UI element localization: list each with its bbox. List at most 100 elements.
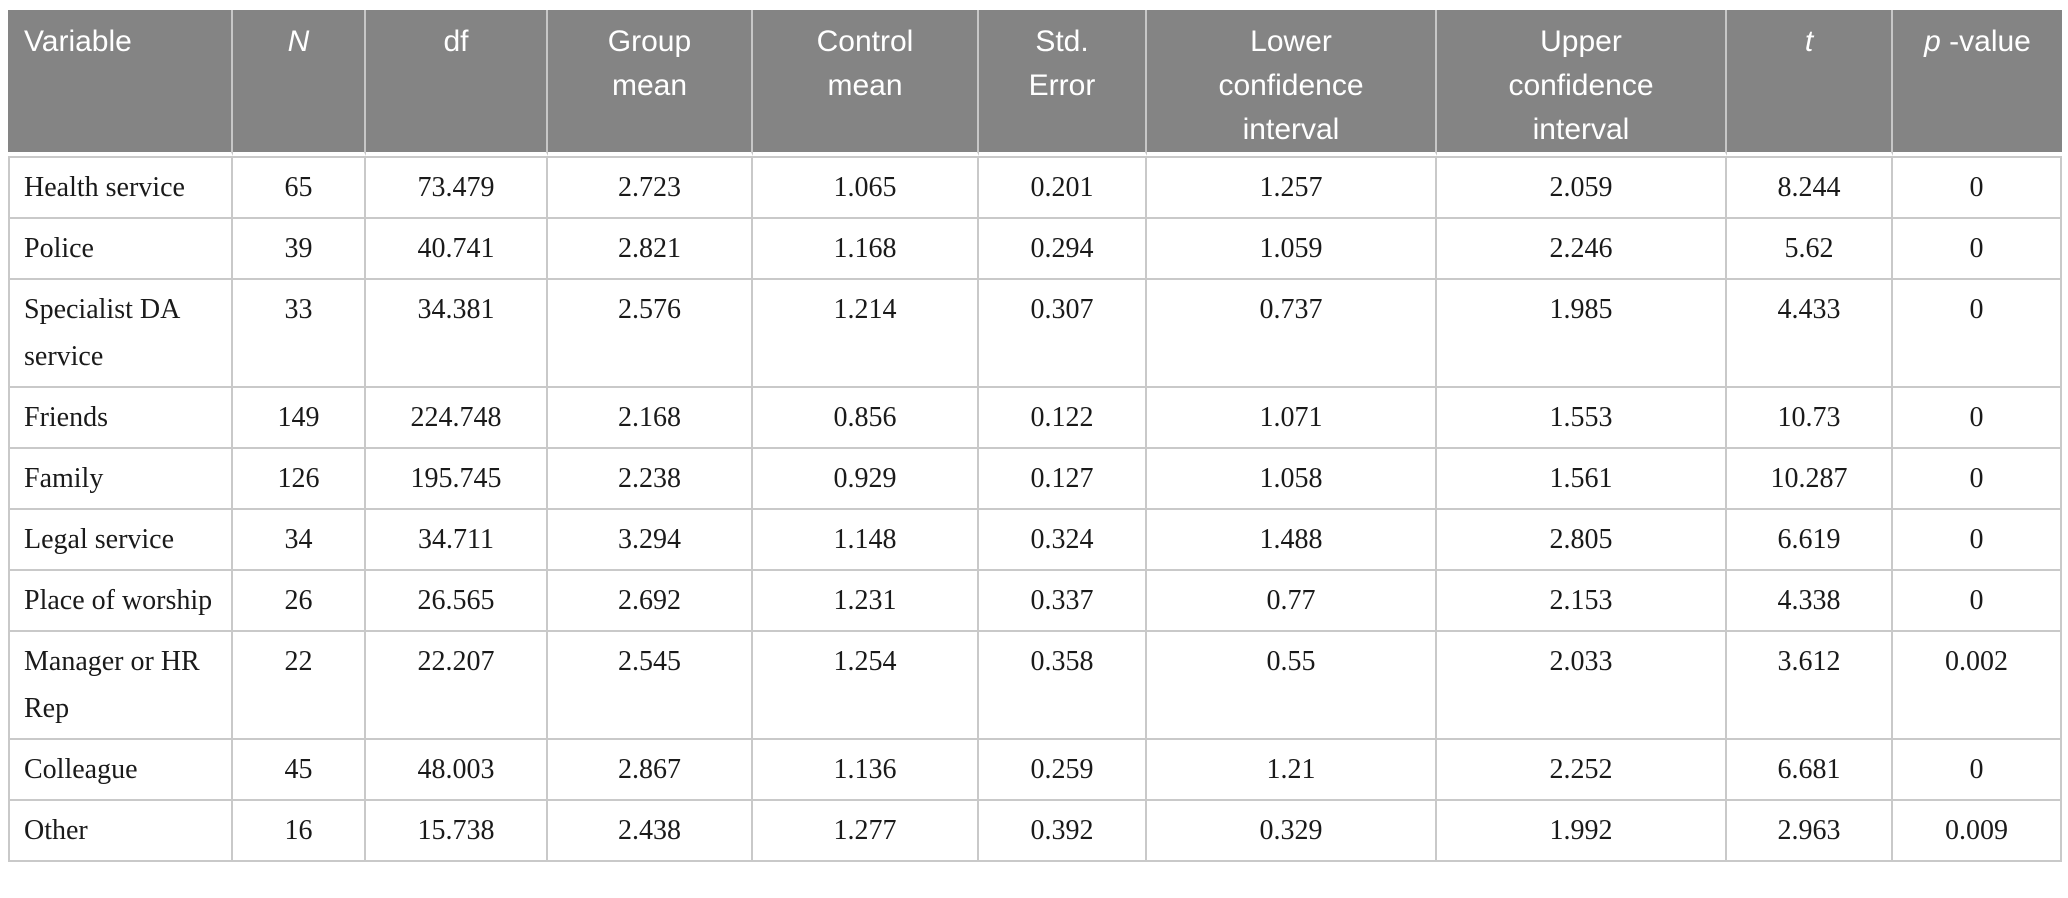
value-cell-group-mean: 2.238	[548, 449, 753, 510]
value-cell-df: 224.748	[366, 388, 548, 449]
value-cell-lower-ci: 1.488	[1147, 510, 1437, 571]
value-cell-lower-ci: 1.257	[1147, 156, 1437, 219]
header-label-segment: confidence	[1508, 69, 1654, 102]
variable-cell: Place of worship	[8, 571, 233, 632]
value-cell-std-error: 0.337	[979, 571, 1147, 632]
value-cell-p-value: 0	[1893, 219, 2062, 280]
header-label-segment: Control	[816, 25, 914, 58]
value-cell-df: 15.738	[366, 801, 548, 862]
value-cell-control-mean: 1.065	[753, 156, 979, 219]
variable-cell: Health service	[8, 156, 233, 219]
value-cell-df: 34.711	[366, 510, 548, 571]
value-cell-std-error: 0.294	[979, 219, 1147, 280]
value-cell-upper-ci: 1.553	[1437, 388, 1727, 449]
value-cell-group-mean: 2.692	[548, 571, 753, 632]
value-cell-p-value: 0	[1893, 280, 2062, 388]
column-header-lower-ci: Lower confidence interval	[1147, 10, 1437, 156]
value-cell-df: 73.479	[366, 156, 548, 219]
column-header-p-value: p -value	[1893, 10, 2062, 156]
table-row-5: Legal service 34 34.711 3.294 1.148 0.324 1.48…	[8, 510, 2062, 571]
value-cell-n: 39	[233, 219, 366, 280]
header-label-segment: interval	[1242, 113, 1340, 146]
value-cell-group-mean: 3.294	[548, 510, 753, 571]
value-cell-df: 40.741	[366, 219, 548, 280]
column-header-variable: Variable	[8, 10, 233, 156]
value-cell-lower-ci: 0.55	[1147, 632, 1437, 740]
value-cell-lower-ci: 1.071	[1147, 388, 1437, 449]
table-row-2: Specialist DA service 33 34.381 2.576 1.214 0…	[8, 280, 2062, 388]
value-cell-std-error: 0.358	[979, 632, 1147, 740]
value-cell-control-mean: 1.214	[753, 280, 979, 388]
column-header-t: t	[1727, 10, 1893, 156]
header-label-segment: df	[443, 25, 469, 58]
header-label-segment: confidence	[1218, 69, 1364, 102]
column-header-std-error: Std. Error	[979, 10, 1147, 156]
header-label-segment: mean	[827, 69, 903, 102]
table-row-7: Manager or HR Rep 22 22.207 2.545 1.254 0.358…	[8, 632, 2062, 740]
header-label-segment: interval	[1532, 113, 1630, 146]
table-row-8: Colleague 45 48.003 2.867 1.136 0.259 1.21 2.25…	[8, 740, 2062, 801]
value-cell-group-mean: 2.168	[548, 388, 753, 449]
table-row-6: Place of worship 26 26.565 2.692 1.231 0.337 0…	[8, 571, 2062, 632]
table-row-0: Health service 65 73.479 2.723 1.065 0.201 1.2…	[8, 156, 2062, 219]
header-label-segment: -value	[1949, 25, 2031, 58]
value-cell-upper-ci: 2.805	[1437, 510, 1727, 571]
value-cell-n: 126	[233, 449, 366, 510]
header-label-segment: Error	[1028, 69, 1096, 102]
value-cell-control-mean: 0.856	[753, 388, 979, 449]
value-cell-std-error: 0.122	[979, 388, 1147, 449]
value-cell-t: 4.433	[1727, 280, 1893, 388]
value-cell-p-value: 0	[1893, 740, 2062, 801]
value-cell-lower-ci: 1.21	[1147, 740, 1437, 801]
header-label-segment: mean	[611, 69, 688, 102]
value-cell-control-mean: 1.136	[753, 740, 979, 801]
value-cell-group-mean: 2.867	[548, 740, 753, 801]
value-cell-group-mean: 2.821	[548, 219, 753, 280]
variable-cell: Family	[8, 449, 233, 510]
value-cell-std-error: 0.324	[979, 510, 1147, 571]
value-cell-t: 4.338	[1727, 571, 1893, 632]
value-cell-n: 149	[233, 388, 366, 449]
value-cell-upper-ci: 1.561	[1437, 449, 1727, 510]
header-label-segment: Lower	[1250, 25, 1332, 58]
value-cell-lower-ci: 0.329	[1147, 801, 1437, 862]
column-header-upper-ci: Upper confidence interval	[1437, 10, 1727, 156]
table-row-3: Friends 149 224.748 2.168 0.856 0.122 1.071 1.5…	[8, 388, 2062, 449]
value-cell-p-value: 0.009	[1893, 801, 2062, 862]
value-cell-lower-ci: 0.737	[1147, 280, 1437, 388]
value-cell-control-mean: 1.277	[753, 801, 979, 862]
table-row-1: Police 39 40.741 2.821 1.168 0.294 1.059 2.246 5…	[8, 219, 2062, 280]
value-cell-n: 16	[233, 801, 366, 862]
value-cell-group-mean: 2.576	[548, 280, 753, 388]
variable-cell: Friends	[8, 388, 233, 449]
value-cell-t: 8.244	[1727, 156, 1893, 219]
value-cell-control-mean: 1.231	[753, 571, 979, 632]
column-header-control-mean: Control mean	[753, 10, 979, 156]
value-cell-std-error: 0.201	[979, 156, 1147, 219]
value-cell-p-value: 0.002	[1893, 632, 2062, 740]
value-cell-upper-ci: 2.059	[1437, 156, 1727, 219]
value-cell-t: 5.62	[1727, 219, 1893, 280]
value-cell-upper-ci: 2.252	[1437, 740, 1727, 801]
variable-cell: Manager or HR Rep	[8, 632, 233, 740]
value-cell-df: 22.207	[366, 632, 548, 740]
value-cell-std-error: 0.127	[979, 449, 1147, 510]
value-cell-group-mean: 2.438	[548, 801, 753, 862]
variable-cell: Colleague	[8, 740, 233, 801]
value-cell-upper-ci: 2.033	[1437, 632, 1727, 740]
value-cell-t: 6.681	[1727, 740, 1893, 801]
header-label-segment: Group	[607, 25, 692, 58]
table-row-4: Family 126 195.745 2.238 0.929 0.127 1.058 1.56…	[8, 449, 2062, 510]
value-cell-df: 26.565	[366, 571, 548, 632]
value-cell-control-mean: 1.168	[753, 219, 979, 280]
value-cell-p-value: 0	[1893, 449, 2062, 510]
value-cell-df: 48.003	[366, 740, 548, 801]
value-cell-control-mean: 0.929	[753, 449, 979, 510]
header-label-segment: Std.	[1035, 25, 1089, 58]
value-cell-lower-ci: 1.058	[1147, 449, 1437, 510]
column-header-group-mean: Group mean	[548, 10, 753, 156]
value-cell-df: 195.745	[366, 449, 548, 510]
value-cell-n: 22	[233, 632, 366, 740]
